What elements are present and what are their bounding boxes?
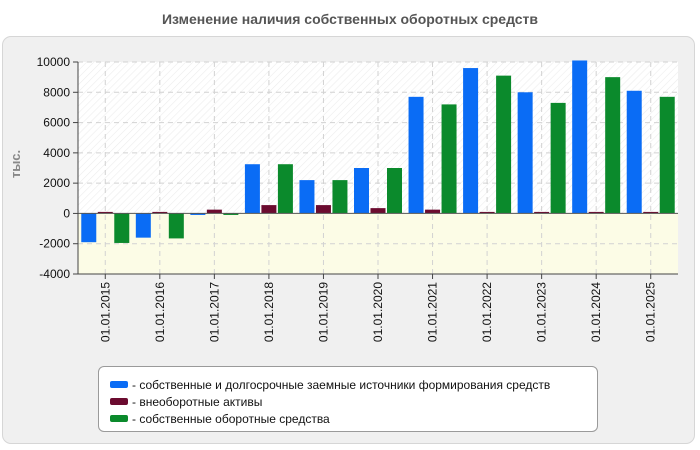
bar <box>659 96 675 214</box>
legend-swatch <box>110 398 128 405</box>
legend-item: - внеоборотные активы <box>110 393 597 410</box>
y-tick-label: 10000 <box>37 55 71 69</box>
bar <box>479 211 495 214</box>
y-tick-label: 8000 <box>43 85 70 99</box>
bar <box>605 77 621 214</box>
bar <box>168 213 184 239</box>
bar <box>425 209 441 214</box>
y-tick-label: 2000 <box>43 176 70 190</box>
bar <box>135 213 151 238</box>
bar <box>223 213 239 215</box>
bar <box>387 168 402 214</box>
x-tick-label: 01.01.2015 <box>98 282 112 342</box>
bar <box>244 164 260 214</box>
chart-legend: - собственные и долгосрочные заемные ист… <box>98 366 598 432</box>
legend-label: - внеоборотные активы <box>132 394 263 409</box>
bar <box>588 211 604 214</box>
bar <box>97 211 113 214</box>
y-tick-label: -2000 <box>39 237 70 251</box>
bar <box>408 96 424 214</box>
bar <box>114 213 130 243</box>
x-tick-label: 01.01.2023 <box>535 282 549 342</box>
bar <box>315 205 331 214</box>
bar <box>496 75 512 214</box>
x-tick-label: 01.01.2019 <box>316 282 330 342</box>
bar <box>81 213 97 243</box>
bar <box>190 213 206 215</box>
legend-item: - собственные и долгосрочные заемные ист… <box>110 376 597 393</box>
y-tick-label: -4000 <box>39 267 70 281</box>
bar <box>261 205 277 214</box>
bar <box>299 180 315 214</box>
x-tick-label: 01.01.2016 <box>153 282 167 342</box>
bar <box>441 104 457 214</box>
x-tick-label: 01.01.2025 <box>644 282 658 342</box>
bar <box>354 168 369 214</box>
x-tick-label: 01.01.2024 <box>589 282 603 342</box>
chart-title: Изменение наличия собственных оборотных … <box>161 11 539 27</box>
bar <box>534 211 550 214</box>
bar <box>152 211 168 214</box>
y-tick-label: 0 <box>63 206 70 220</box>
legend-item: - собственные оборотные средства <box>110 410 597 427</box>
bar <box>643 211 659 214</box>
y-tick-label: 6000 <box>43 116 70 130</box>
x-tick-label: 01.01.2021 <box>426 282 440 342</box>
x-tick-label: 01.01.2018 <box>262 282 276 342</box>
bar <box>370 208 386 214</box>
y-tick-label: 4000 <box>43 146 70 160</box>
legend-swatch <box>110 415 128 422</box>
legend-label: - собственные оборотные средства <box>132 411 330 426</box>
bar <box>517 92 533 214</box>
bar <box>626 90 642 214</box>
bar <box>463 68 479 214</box>
x-tick-label: 01.01.2022 <box>480 282 494 342</box>
bar <box>332 180 348 214</box>
bar <box>550 102 566 214</box>
x-tick-label: 01.01.2017 <box>207 282 221 342</box>
legend-label: - собственные и долгосрочные заемные ист… <box>132 377 551 392</box>
bar <box>206 209 222 214</box>
bar <box>572 60 588 214</box>
y-axis-label: тыс. <box>8 150 23 178</box>
legend-swatch <box>110 381 128 388</box>
x-tick-label: 01.01.2020 <box>371 282 385 342</box>
bar <box>277 164 293 214</box>
